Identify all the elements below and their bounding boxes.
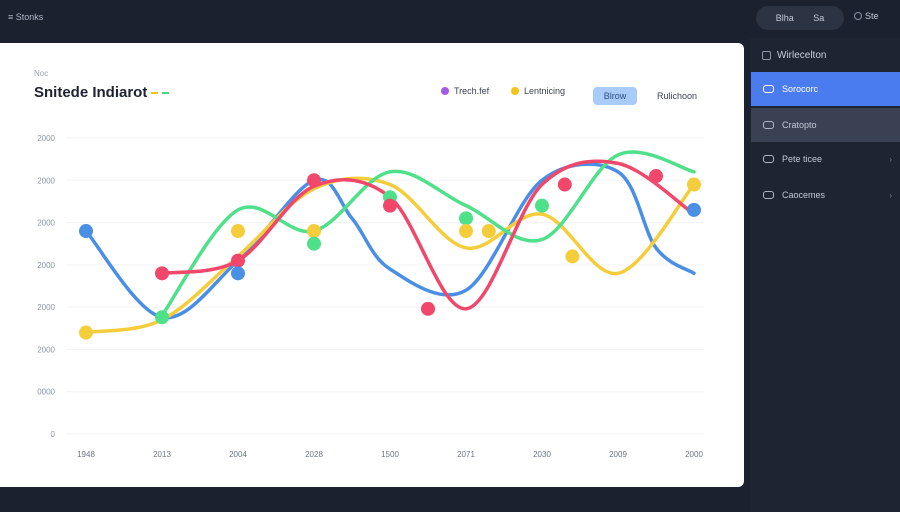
chart-title: Snitede Indiarot [34, 84, 170, 101]
sidebar-item-label: Caocemes [782, 190, 826, 200]
panel-icon [762, 51, 771, 60]
data-point [383, 198, 397, 213]
series-line-3 [160, 150, 696, 318]
x-tick-label: 2009 [609, 450, 627, 459]
y-tick-label: 2000 [37, 134, 55, 143]
title-accent-icon [151, 92, 170, 95]
x-tick-label: 1948 [77, 450, 95, 459]
data-point [459, 224, 473, 239]
y-tick-label: 2000 [37, 219, 55, 228]
series-line-1 [84, 162, 696, 320]
legend-link[interactable]: Rulichoon [657, 91, 698, 101]
view-toggle-option[interactable]: Blha [775, 13, 794, 23]
view-toggle[interactable]: Blha Sa [756, 6, 844, 30]
user-avatar-icon [854, 12, 862, 20]
data-point [231, 253, 245, 268]
sidebar-header-label: Wirlecelton [777, 50, 827, 61]
data-point [687, 177, 701, 192]
series-line-4 [160, 159, 696, 311]
legend-item[interactable]: Lentnicing [511, 86, 565, 96]
data-point [649, 169, 663, 184]
card-kicker: Noc [34, 69, 49, 78]
sidebar-item-label: Sorocorc [782, 84, 819, 94]
chevron-right-icon: › [889, 190, 892, 200]
item-icon [763, 155, 774, 163]
sidebar-item-4[interactable]: Caocemes › [751, 178, 900, 212]
y-tick-label: 0 [51, 430, 56, 439]
sidebar-item-3[interactable]: Pete ticee › [751, 142, 900, 176]
chevron-right-icon: › [889, 154, 892, 164]
data-point [307, 236, 321, 251]
user-name: Ste [865, 11, 879, 21]
y-tick-label: 0000 [37, 388, 55, 397]
x-tick-label: 2013 [153, 450, 171, 459]
sidebar-item-1[interactable]: Sorocorc [751, 72, 900, 106]
y-tick-label: 2000 [37, 261, 55, 270]
data-point [231, 224, 245, 239]
legend-item[interactable]: Trech.fef [441, 86, 489, 96]
x-tick-label: 2000 [685, 450, 703, 459]
x-tick-label: 2071 [457, 450, 475, 459]
legend-toggle-button[interactable]: Blrow [593, 87, 637, 105]
x-tick-label: 2004 [229, 450, 247, 459]
data-point [155, 266, 169, 281]
data-point [307, 173, 321, 188]
data-point [421, 301, 435, 316]
item-icon [763, 121, 774, 129]
data-point [687, 202, 701, 217]
top-bar: ≡ Stonks Blha Sa Ste [0, 0, 900, 38]
data-point [565, 249, 580, 264]
user-menu[interactable]: Ste [854, 11, 879, 21]
legend-dot-icon [511, 87, 519, 95]
sidebar-header: Wirlecelton [762, 50, 826, 61]
data-point [459, 211, 473, 226]
x-tick-label: 1500 [381, 450, 399, 459]
series-line-2 [84, 176, 696, 335]
y-tick-label: 2000 [37, 345, 55, 354]
data-point [535, 198, 549, 213]
app-title: ≡ Stonks [8, 12, 44, 22]
chart-title-text: Snitede Indiarot [34, 84, 148, 101]
y-tick-label: 2000 [37, 176, 55, 185]
data-point [79, 325, 93, 340]
sidebar: Wirlecelton Sorocorc Cratopto Pete ticee… [750, 38, 900, 512]
data-point [307, 224, 321, 239]
sidebar-item-label: Pete ticee [782, 154, 823, 164]
y-tick-label: 2000 [37, 303, 55, 312]
legend-label: Trech.fef [454, 86, 490, 96]
item-icon [763, 85, 774, 93]
data-point [481, 224, 496, 239]
data-point [231, 266, 245, 281]
legend-dot-icon [441, 87, 449, 95]
sidebar-item-label: Cratopto [782, 120, 817, 130]
item-icon [763, 191, 774, 199]
data-point [557, 177, 572, 192]
legend-label: Lentnicing [524, 86, 566, 96]
data-point [155, 310, 169, 325]
view-toggle-option[interactable]: Sa [813, 13, 825, 23]
data-point [79, 224, 93, 239]
x-tick-label: 2028 [305, 450, 323, 459]
sidebar-item-2[interactable]: Cratopto [751, 108, 900, 142]
x-tick-label: 2030 [533, 450, 551, 459]
